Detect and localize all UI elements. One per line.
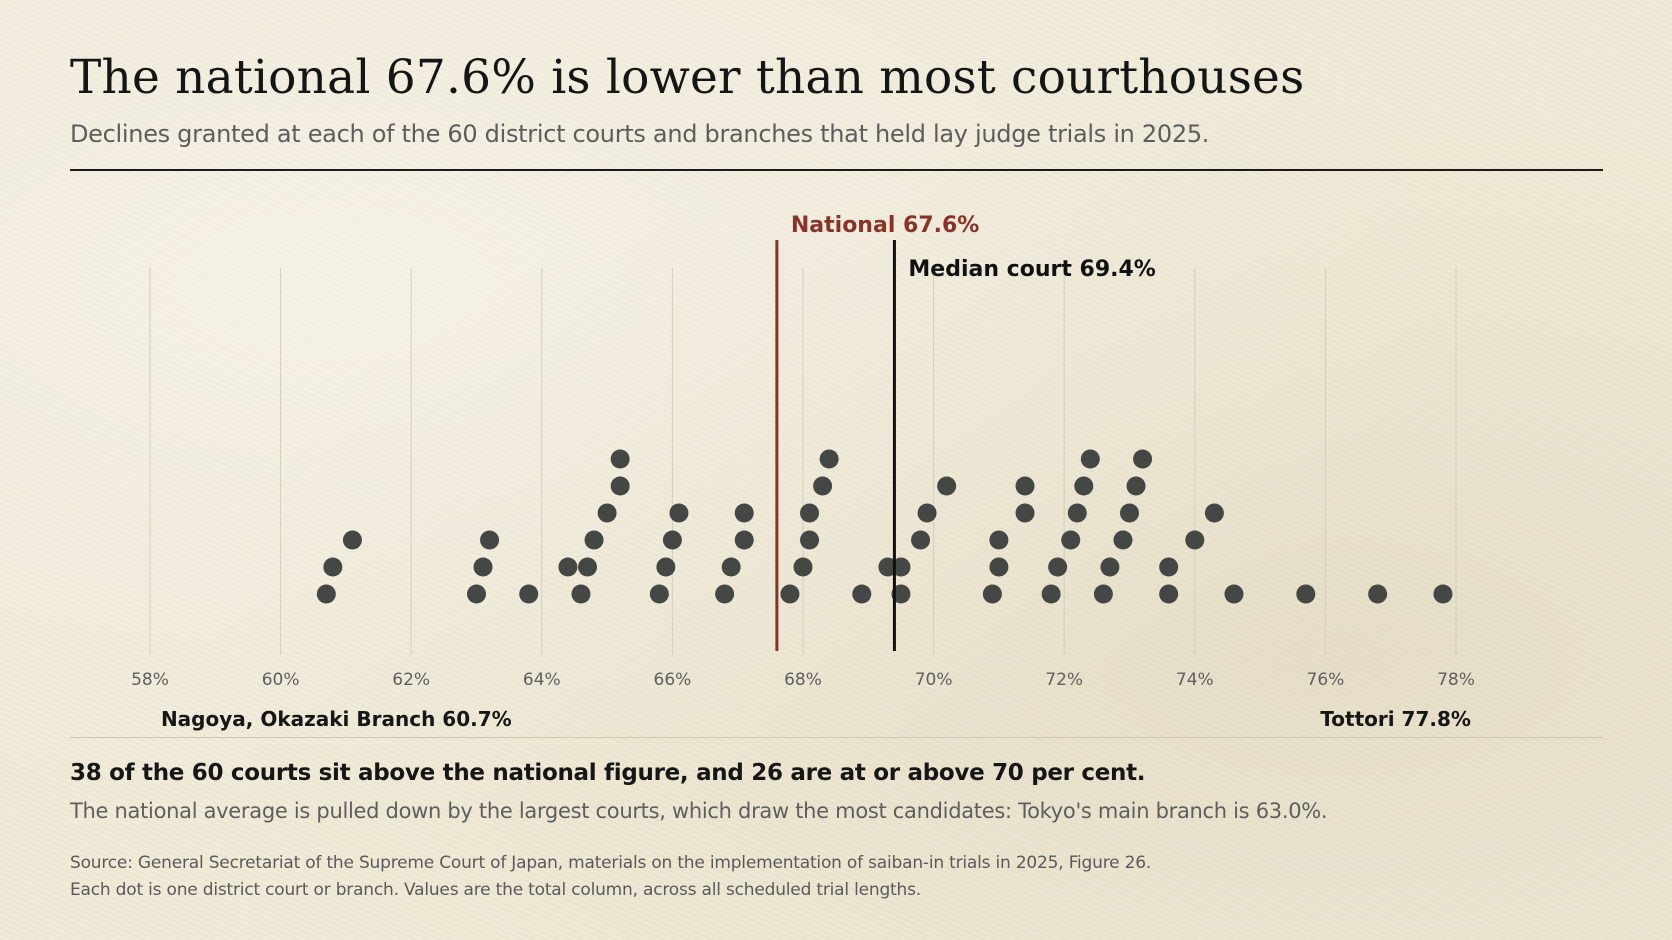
chart-subtitle: Declines granted at each of the 60 distr… bbox=[70, 120, 1210, 148]
court-dot bbox=[519, 584, 539, 604]
court-dot bbox=[610, 476, 630, 496]
court-dot bbox=[813, 476, 833, 496]
court-dot bbox=[911, 530, 931, 550]
x-tick-label: 62% bbox=[392, 670, 430, 690]
court-dot bbox=[1041, 584, 1061, 604]
court-dot bbox=[316, 584, 336, 604]
court-dot bbox=[578, 557, 598, 577]
lowest-court-label: Nagoya, Okazaki Branch 60.7% bbox=[161, 707, 512, 731]
x-tick-label: 60% bbox=[262, 670, 300, 690]
source-note: Source: General Secretariat of the Supre… bbox=[70, 850, 1151, 904]
court-dot bbox=[891, 557, 911, 577]
court-dot bbox=[734, 530, 754, 550]
key-finding: 38 of the 60 courts sit above the nation… bbox=[70, 760, 1146, 786]
court-dot bbox=[1368, 584, 1388, 604]
finding-detail: The national average is pulled down by t… bbox=[70, 799, 1328, 823]
court-dot bbox=[584, 530, 604, 550]
court-dot bbox=[937, 476, 957, 496]
dot-plot: 58% 60% 62% 64% 66% 68% 70% 72% 74% 76% 78% Nation… bbox=[131, 213, 1475, 731]
court-dot bbox=[793, 557, 813, 577]
court-dot bbox=[1126, 476, 1146, 496]
court-dot bbox=[558, 557, 578, 577]
court-dot bbox=[1067, 503, 1087, 523]
court-dot bbox=[662, 530, 682, 550]
court-dots bbox=[316, 449, 1453, 604]
court-dot bbox=[342, 530, 362, 550]
chart-title: The national 67.6% is lower than most co… bbox=[70, 50, 1305, 105]
x-tick-label: 78% bbox=[1437, 670, 1475, 690]
x-axis-tick-labels: 58% 60% 62% 64% 66% 68% 70% 72% 74% 76% 78% bbox=[131, 670, 1475, 690]
x-tick-label: 68% bbox=[784, 670, 822, 690]
court-dot bbox=[467, 584, 486, 604]
section-divider bbox=[70, 737, 1603, 738]
court-dot bbox=[656, 557, 676, 577]
court-dot bbox=[1185, 530, 1205, 550]
court-dot bbox=[891, 584, 911, 604]
highest-court-label: Tottori 77.8% bbox=[1320, 707, 1471, 731]
court-dot bbox=[715, 584, 735, 604]
court-dot bbox=[1015, 503, 1035, 523]
court-dot bbox=[323, 557, 343, 577]
gridlines bbox=[149, 268, 1457, 655]
court-dot bbox=[800, 503, 820, 523]
court-dot bbox=[852, 584, 872, 604]
reference-lines: National 67.6% Median court 69.4% bbox=[775, 213, 1156, 651]
court-dot bbox=[917, 503, 937, 523]
court-dot bbox=[982, 584, 1002, 604]
court-dot bbox=[800, 530, 820, 550]
court-dot bbox=[1113, 530, 1133, 550]
court-dot bbox=[1296, 584, 1316, 604]
court-dot bbox=[878, 557, 898, 577]
court-dot bbox=[1159, 557, 1179, 577]
court-dot bbox=[780, 584, 800, 604]
court-dot bbox=[649, 584, 669, 604]
method-note: Each dot is one district court or branch… bbox=[70, 880, 921, 900]
court-dot bbox=[597, 503, 617, 523]
court-dot bbox=[819, 449, 839, 469]
court-dot bbox=[734, 503, 754, 523]
court-dot bbox=[1093, 584, 1113, 604]
court-dot bbox=[1061, 530, 1081, 550]
court-dot bbox=[1224, 584, 1244, 604]
court-dot bbox=[1120, 503, 1139, 523]
x-tick-label: 64% bbox=[523, 670, 561, 690]
court-dot bbox=[1433, 584, 1453, 604]
court-dot bbox=[1204, 503, 1224, 523]
court-dot bbox=[1080, 449, 1100, 469]
court-dot bbox=[1048, 557, 1068, 577]
court-dot bbox=[1133, 449, 1153, 469]
court-dot bbox=[669, 503, 689, 523]
x-tick-label: 72% bbox=[1045, 670, 1083, 690]
court-dot bbox=[571, 584, 591, 604]
court-dot bbox=[1159, 584, 1179, 604]
court-dot bbox=[1074, 476, 1094, 496]
court-dot bbox=[473, 557, 493, 577]
extreme-labels: Nagoya, Okazaki Branch 60.7% Tottori 77.8… bbox=[161, 707, 1471, 731]
source-line: Source: General Secretariat of the Supre… bbox=[70, 853, 1152, 873]
x-tick-label: 76% bbox=[1307, 670, 1345, 690]
court-dot bbox=[1015, 476, 1035, 496]
court-dot bbox=[721, 557, 741, 577]
x-tick-label: 74% bbox=[1176, 670, 1214, 690]
court-dot bbox=[480, 530, 500, 550]
title-rule bbox=[70, 169, 1603, 171]
x-tick-label: 66% bbox=[654, 670, 692, 690]
national-label: National 67.6% bbox=[791, 213, 979, 238]
court-dot bbox=[1100, 557, 1120, 577]
court-dot bbox=[989, 557, 1009, 577]
court-dot bbox=[610, 449, 630, 469]
court-dot bbox=[989, 530, 1009, 550]
x-tick-label: 58% bbox=[131, 670, 169, 690]
median-label: Median court 69.4% bbox=[908, 257, 1155, 282]
x-tick-label: 70% bbox=[915, 670, 953, 690]
